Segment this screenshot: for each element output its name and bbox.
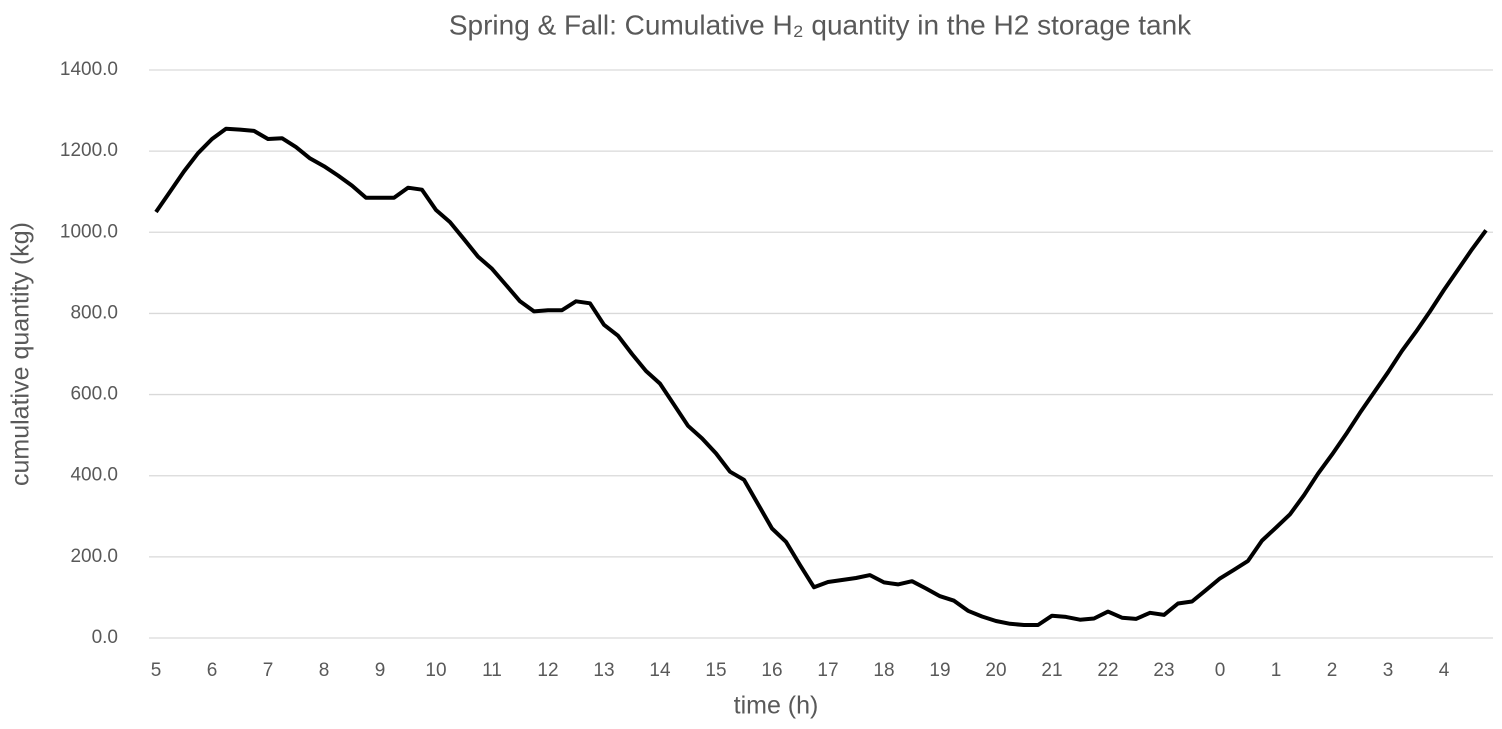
x-tick-label: 20 <box>985 660 1006 681</box>
y-tick-label: 600.0 <box>70 384 118 405</box>
x-tick-label: 1 <box>1271 660 1282 681</box>
x-tick-label: 4 <box>1439 660 1450 681</box>
y-tick-label: 0.0 <box>92 627 118 648</box>
x-tick-label: 3 <box>1383 660 1394 681</box>
x-tick-label: 15 <box>705 660 726 681</box>
chart-title: Spring & Fall: Cumulative H₂ quantity in… <box>449 9 1192 40</box>
x-tick-label: 18 <box>873 660 894 681</box>
y-tick-label: 1400.0 <box>60 59 118 80</box>
x-tick-label: 12 <box>537 660 558 681</box>
y-axis-title: cumulative quantity (kg) <box>7 222 35 486</box>
y-tick-label: 400.0 <box>70 465 118 486</box>
x-tick-label: 14 <box>649 660 671 681</box>
x-tick-label: 5 <box>151 660 162 681</box>
x-tick-label: 7 <box>263 660 274 681</box>
x-tick-label: 6 <box>207 660 218 681</box>
x-tick-label: 9 <box>375 660 386 681</box>
y-tick-label: 200.0 <box>70 546 118 567</box>
x-tick-label: 17 <box>817 660 838 681</box>
data-line <box>154 126 1488 627</box>
x-tick-label: 22 <box>1097 660 1118 681</box>
x-tick-label: 13 <box>593 660 614 681</box>
x-tick-label: 2 <box>1327 660 1338 681</box>
x-tick-label: 23 <box>1153 660 1174 681</box>
x-tick-label: 19 <box>929 660 950 681</box>
y-tick-label: 800.0 <box>70 302 118 323</box>
x-tick-label: 16 <box>761 660 782 681</box>
x-tick-label: 11 <box>482 660 502 681</box>
x-tick-label: 0 <box>1215 660 1226 681</box>
x-tick-label: 8 <box>319 660 330 681</box>
x-axis-title: time (h) <box>734 692 819 720</box>
y-tick-label: 1000.0 <box>60 221 118 242</box>
x-tick-label: 10 <box>425 660 446 681</box>
y-tick-label: 1200.0 <box>60 140 118 161</box>
x-tick-label: 21 <box>1041 660 1062 681</box>
